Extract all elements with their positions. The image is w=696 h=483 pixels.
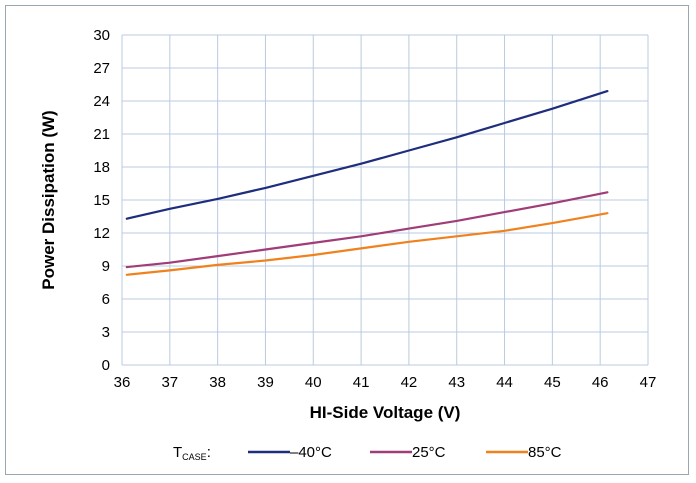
x-tick-label: 39 (257, 374, 274, 391)
legend: TCASE: –40°C 25°C 85°C (173, 444, 562, 462)
x-tick-label: 37 (161, 374, 178, 391)
y-tick-label: 24 (93, 93, 110, 110)
y-axis-title: Power Dissipation (W) (39, 110, 58, 289)
chart-frame: 36 37 38 39 40 41 42 43 44 45 46 47 0 3 6 9 12 15 18 21 24 2… (5, 5, 689, 475)
series-line (125, 191, 609, 269)
power-dissipation-chart: 36 37 38 39 40 41 42 43 44 45 46 47 036912151821242… (39, 27, 657, 462)
y-axis-ticks: 0 3 6 9 12 15 18 21 24 27 30 (93, 27, 110, 374)
x-axis-ticks: 36 37 38 39 40 41 42 43 44 45 46 47 (114, 374, 657, 391)
y-tick-label: 30 (93, 27, 110, 44)
x-tick-label: 36 (114, 374, 131, 391)
x-tick-label: 43 (448, 374, 465, 391)
legend-label: –40°C (290, 444, 332, 461)
y-tick-label: 27 (93, 60, 110, 77)
x-tick-label: 41 (353, 374, 370, 391)
x-tick-label: 46 (592, 374, 609, 391)
y-tick-label: 18 (93, 159, 110, 176)
series-line (125, 212, 609, 276)
x-tick-label: 47 (640, 374, 657, 391)
legend-title-sub: CASE (182, 452, 207, 462)
legend-title-main: T (173, 444, 182, 461)
x-tick-label: 45 (544, 374, 561, 391)
legend-title: TCASE: (173, 444, 211, 462)
y-tick-label: 6 (102, 291, 110, 308)
legend-label: 25°C (412, 444, 446, 461)
y-tick-label: 12 (93, 225, 110, 242)
x-tick-label: 40 (305, 374, 322, 391)
y-tick-label: 0 (102, 357, 110, 374)
legend-title-suffix: : (207, 444, 211, 461)
x-tick-label: 44 (496, 374, 513, 391)
x-tick-label: 42 (401, 374, 418, 391)
x-axis-title: HI-Side Voltage (V) (310, 403, 461, 422)
y-tick-label: 3 (102, 324, 110, 341)
y-tick-label: 21 (93, 126, 110, 143)
series-lines (125, 89, 609, 276)
y-tick-label: 15 (93, 192, 110, 209)
y-tick-label: 9 (102, 258, 110, 275)
legend-label: 85°C (528, 444, 562, 461)
series-line (125, 89, 609, 220)
x-tick-label: 38 (209, 374, 226, 391)
grid-lines (121, 34, 649, 366)
